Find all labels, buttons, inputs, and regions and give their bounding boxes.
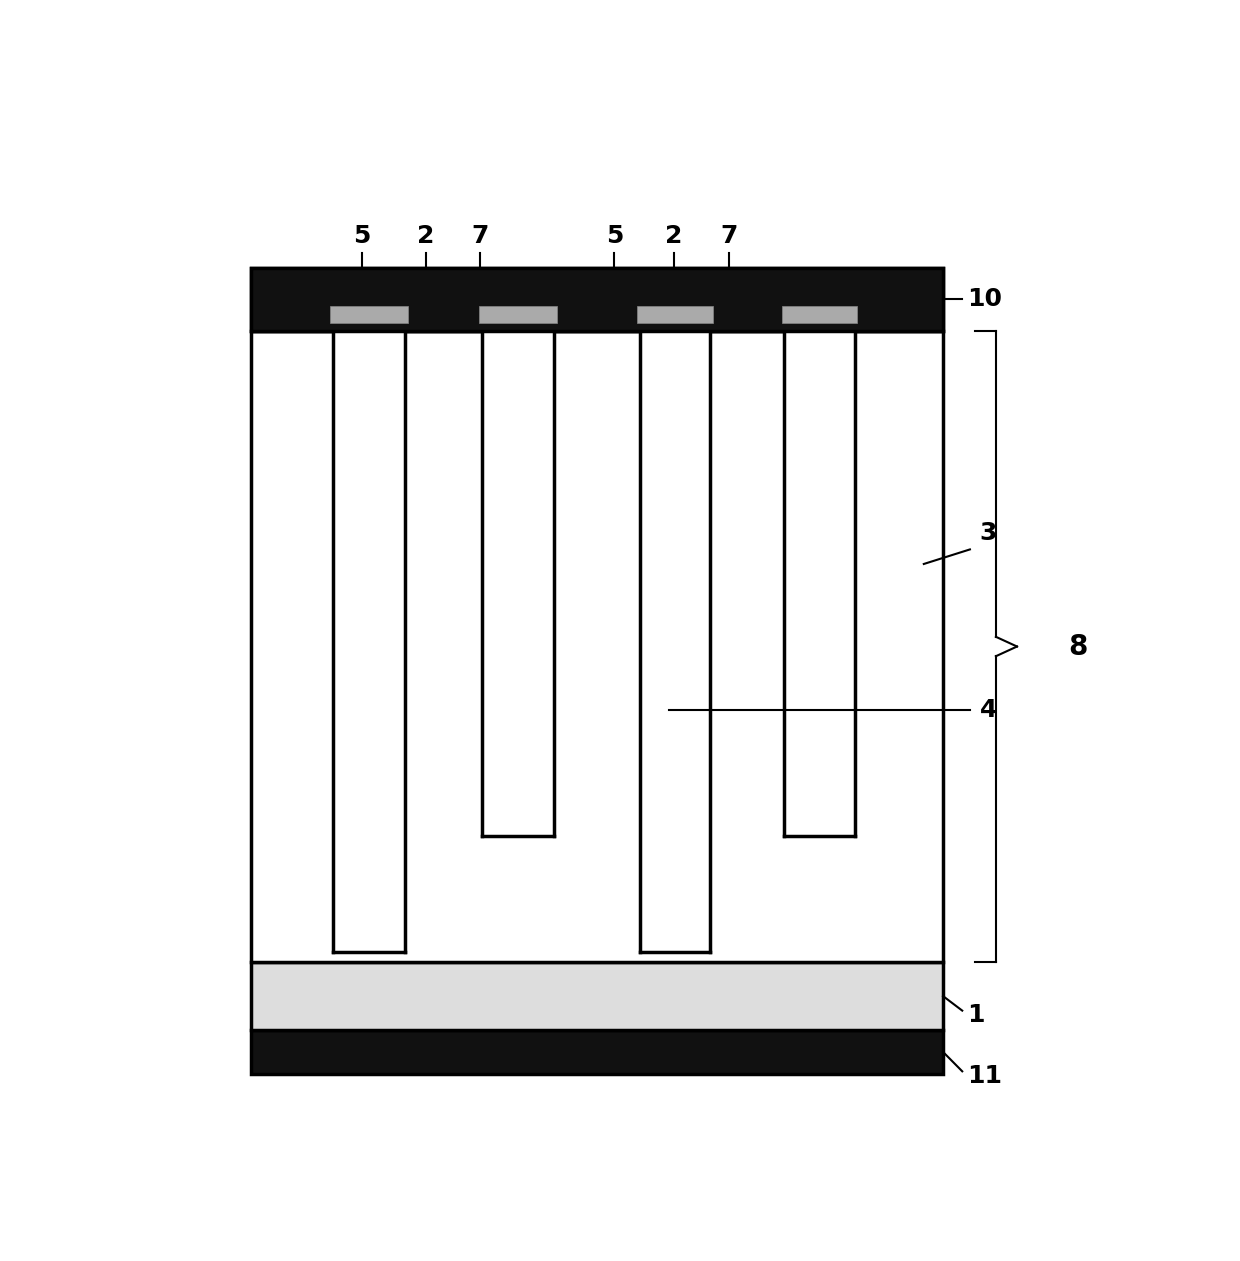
- Bar: [479, 305, 557, 323]
- Text: 4: 4: [980, 697, 997, 721]
- Text: 8: 8: [1068, 633, 1087, 661]
- Text: 2: 2: [665, 224, 683, 248]
- Bar: [481, 330, 554, 836]
- Bar: [785, 330, 854, 836]
- Text: 3: 3: [980, 521, 997, 545]
- Text: 10: 10: [967, 288, 1002, 311]
- Text: 5: 5: [605, 224, 622, 248]
- Text: 11: 11: [967, 1064, 1002, 1088]
- Bar: [250, 330, 942, 962]
- Text: 1: 1: [967, 1004, 985, 1028]
- Bar: [250, 267, 942, 330]
- Bar: [250, 962, 942, 1030]
- Bar: [637, 305, 713, 323]
- Bar: [250, 1030, 942, 1074]
- Text: 5: 5: [353, 224, 371, 248]
- Bar: [250, 267, 942, 330]
- Bar: [330, 305, 408, 323]
- Text: 2: 2: [418, 224, 435, 248]
- Text: 7: 7: [471, 224, 489, 248]
- Bar: [781, 305, 858, 323]
- Text: 7: 7: [720, 224, 738, 248]
- Bar: [332, 330, 404, 952]
- Bar: [640, 330, 711, 952]
